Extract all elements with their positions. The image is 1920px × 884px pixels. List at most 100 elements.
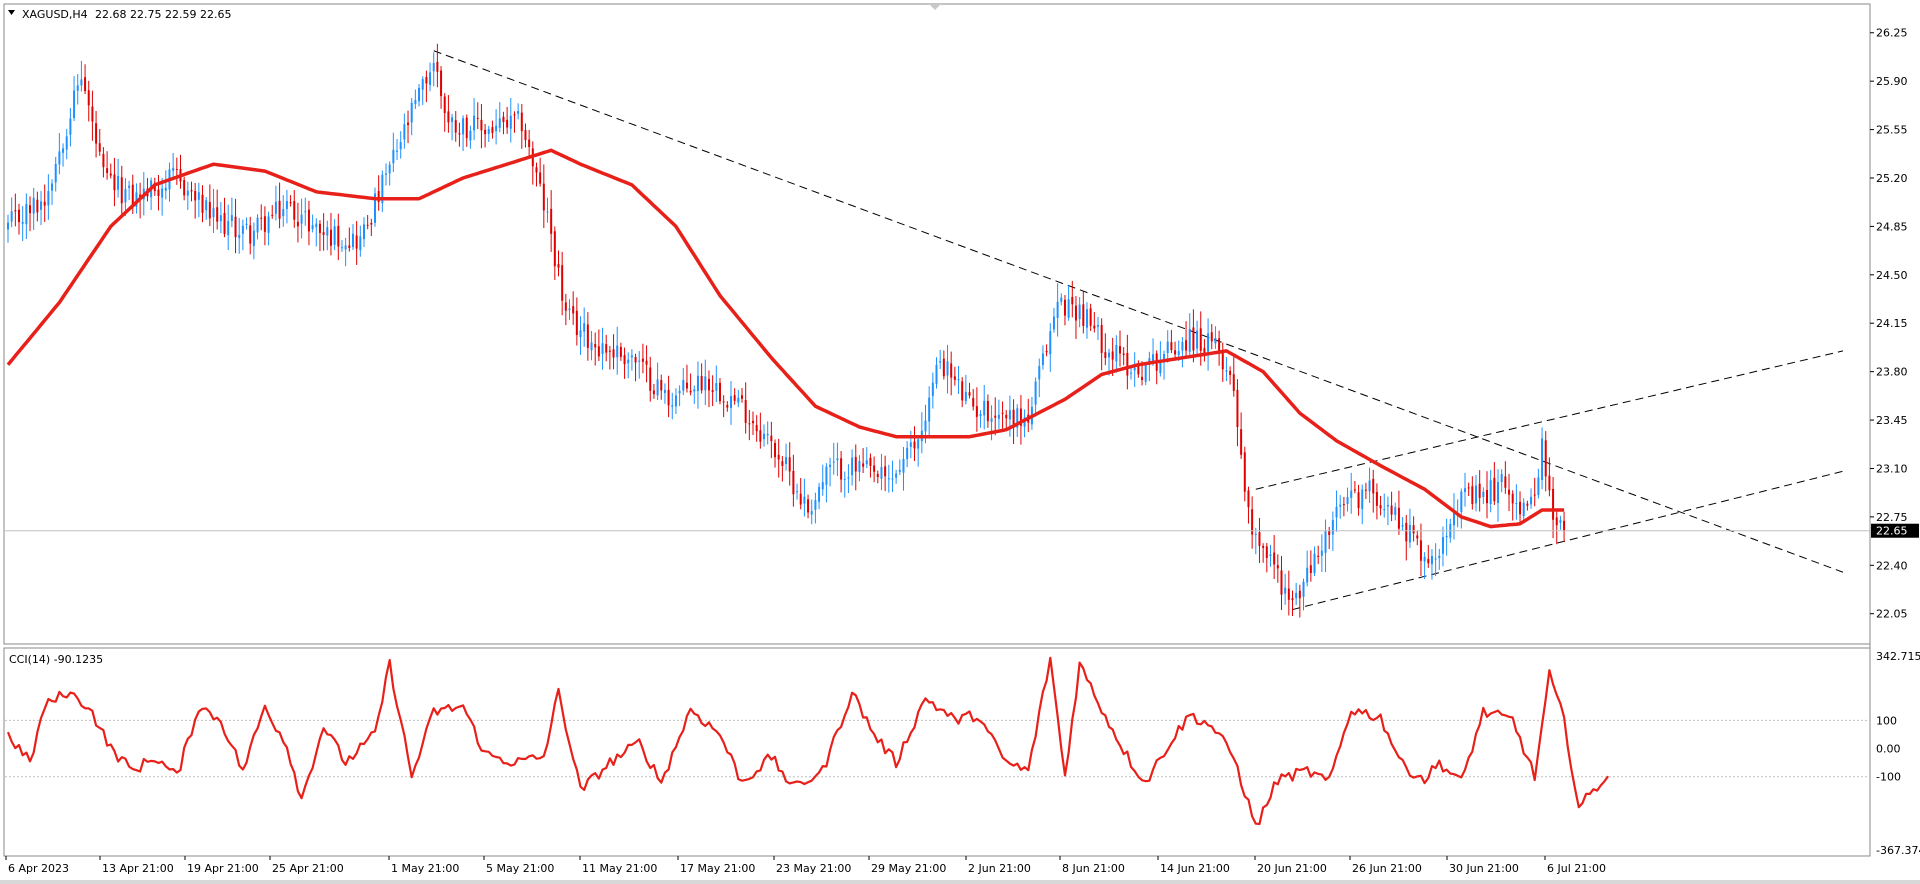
candle-body — [190, 190, 193, 192]
candle-body — [814, 500, 817, 510]
candle-body — [161, 188, 164, 198]
candle-body — [983, 400, 986, 416]
candle-body — [476, 117, 479, 119]
candle-body — [359, 236, 362, 251]
candle-body — [1452, 512, 1455, 526]
candle-body — [682, 380, 685, 391]
price-panel[interactable] — [3, 3, 1871, 645]
candle-body — [1005, 414, 1008, 419]
candle-body — [351, 233, 354, 248]
candle-body — [946, 361, 949, 376]
candle-body — [131, 184, 134, 206]
candle-body — [590, 342, 593, 351]
candle-body — [1489, 480, 1492, 505]
candle-body — [1192, 327, 1195, 351]
candle-body — [274, 201, 277, 214]
candle-body — [414, 100, 417, 104]
candle-body — [340, 247, 343, 249]
candle-body — [109, 173, 112, 176]
candle-body — [1379, 505, 1382, 509]
channel-upper-trendline[interactable] — [1255, 350, 1844, 490]
cci-panel[interactable] — [3, 647, 1871, 857]
candle-body — [366, 224, 369, 226]
candle-body — [1320, 550, 1323, 556]
candle-body — [1063, 299, 1066, 316]
candle-body — [1515, 503, 1518, 505]
moving-average-line — [6, 148, 1565, 529]
candle-body — [370, 222, 373, 225]
candle-body — [399, 142, 402, 150]
channel-lower-trendline[interactable] — [1292, 470, 1844, 611]
candle-body — [953, 376, 956, 380]
candle-body — [638, 360, 641, 362]
candle-body — [829, 464, 832, 468]
candle-body — [495, 125, 498, 132]
candle-body — [1291, 598, 1294, 601]
candle-body — [1284, 587, 1287, 594]
candle-body — [663, 389, 666, 394]
candle-body — [40, 201, 43, 210]
candle-body — [1493, 477, 1496, 502]
candle-body — [869, 457, 872, 466]
candle-body — [1203, 348, 1206, 355]
candle-body — [968, 392, 971, 396]
candle-body — [1342, 504, 1345, 506]
candle-body — [440, 70, 443, 97]
candle-body — [777, 454, 780, 460]
candle-body — [550, 208, 553, 234]
candle-body — [256, 217, 259, 233]
candle-body — [54, 163, 57, 183]
chart-tab-bar[interactable] — [0, 880, 1920, 884]
candle-body — [1196, 330, 1199, 349]
candle-body — [1141, 376, 1144, 381]
candle-body — [1533, 494, 1536, 496]
candle-body — [759, 430, 762, 442]
time-axis-label: 23 May 21:00 — [776, 862, 851, 875]
candle-body — [763, 433, 766, 440]
candle-body — [1163, 354, 1166, 362]
price-axis-label: 25.90 — [1876, 75, 1908, 88]
descending-resistance-trendline[interactable] — [433, 50, 1844, 573]
panel-menu-arrow-icon[interactable] — [8, 10, 15, 15]
candle-body — [337, 225, 340, 247]
candle-body — [1416, 535, 1419, 539]
price-axis-label: 22.75 — [1876, 511, 1908, 524]
candle-body — [29, 205, 32, 214]
candle-body — [201, 194, 204, 213]
candle-body — [1383, 509, 1386, 511]
candle-body — [124, 188, 127, 203]
candle-body — [1218, 338, 1221, 352]
candle-body — [909, 442, 912, 447]
candle-body — [950, 363, 953, 378]
price-axis-label: 23.10 — [1876, 462, 1908, 475]
candle-body — [1419, 540, 1422, 561]
candle-body — [1111, 351, 1114, 360]
candle-body — [462, 118, 465, 135]
candle-body — [630, 355, 633, 358]
candle-body — [1430, 555, 1433, 565]
candle-body — [1372, 478, 1375, 494]
candle-body — [568, 308, 571, 311]
current-price-tag — [1871, 523, 1919, 538]
scroll-marker-icon[interactable] — [929, 4, 941, 10]
candle-body — [1375, 492, 1378, 506]
candle-body — [781, 461, 784, 466]
candle-body — [421, 79, 424, 90]
candle-body — [14, 210, 17, 212]
candle-body — [113, 174, 116, 191]
candle-body — [1401, 525, 1404, 527]
candle-body — [216, 207, 219, 222]
candle-body — [506, 119, 509, 128]
candle-body — [25, 204, 28, 225]
candle-body — [1497, 482, 1500, 503]
candle-body — [1119, 346, 1122, 354]
candle-body — [616, 345, 619, 358]
candle-body — [641, 358, 644, 362]
candle-body — [454, 120, 457, 133]
candle-body — [1526, 503, 1529, 506]
candle-body — [1085, 309, 1088, 328]
candle-body — [1287, 588, 1290, 600]
candle-body — [348, 245, 351, 249]
candle-body — [546, 211, 549, 213]
